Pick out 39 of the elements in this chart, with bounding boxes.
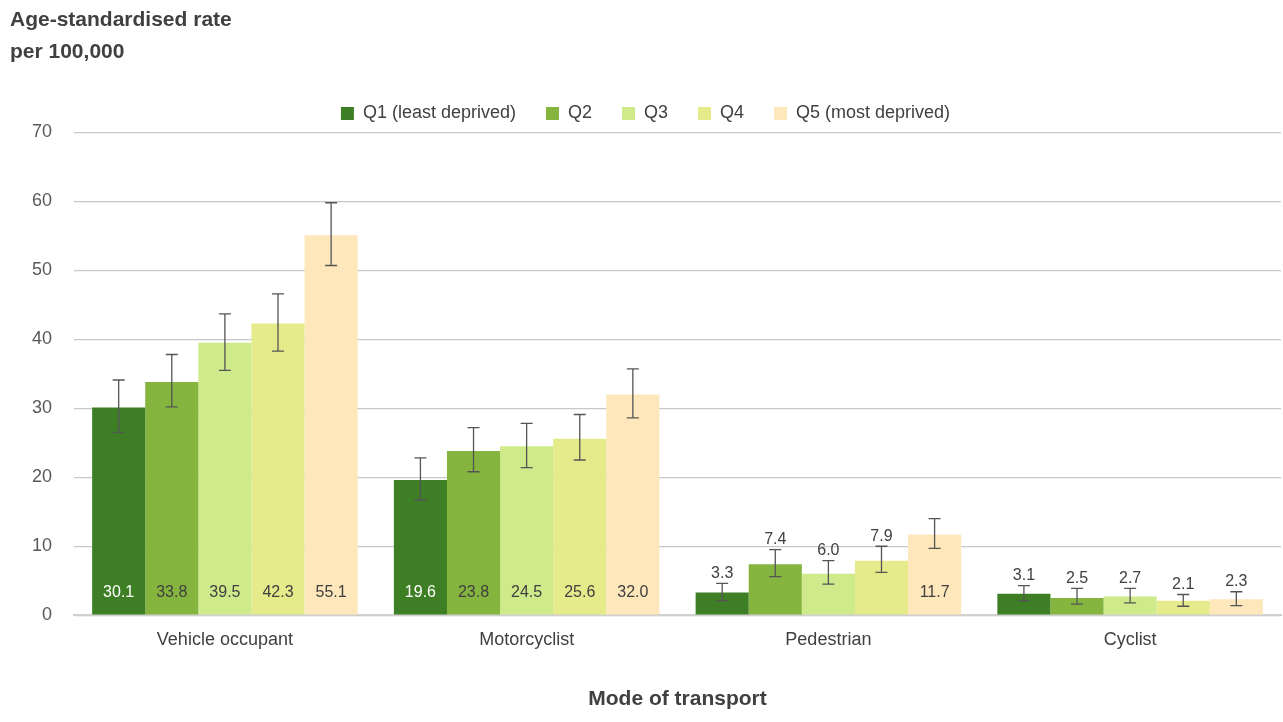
legend-label: Q1 (least deprived)	[362, 102, 516, 123]
data-label: 2.7	[1119, 568, 1142, 586]
legend-label: Q5 (most deprived)	[796, 102, 951, 123]
y-tick-label: 50	[31, 259, 53, 280]
x-tick-label: Pedestrian	[785, 628, 872, 649]
data-label: 19.6	[404, 582, 437, 600]
y-tick-label: 10	[31, 535, 53, 556]
y-tick-label: 0	[42, 604, 53, 625]
y-tick-label: 40	[31, 328, 53, 349]
y-tick-label: 30	[31, 397, 53, 418]
legend-label: Q4	[720, 102, 745, 123]
data-label: 55.1	[315, 582, 347, 600]
legend-label: Q3	[644, 102, 669, 123]
data-label: 30.1	[103, 582, 135, 600]
data-label: 7.9	[870, 526, 893, 544]
x-tick-label: Motorcyclist	[479, 628, 575, 649]
data-label: 11.7	[919, 582, 950, 600]
legend-label: Q2	[567, 102, 593, 123]
data-label: 33.8	[156, 582, 188, 600]
y-axis-title: Age-standardised rate per 100,000	[10, 7, 232, 63]
x-tick-label: Cyclist	[1103, 628, 1157, 649]
x-axis-title: Mode of transport	[588, 686, 767, 710]
data-label: 3.3	[711, 563, 734, 581]
data-label: 24.5	[511, 582, 543, 600]
y-tick-label: 60	[31, 190, 53, 211]
data-label: 2.3	[1225, 572, 1248, 590]
x-tick-label: Vehicle occupant	[156, 628, 293, 649]
data-label: 3.1	[1012, 565, 1036, 583]
data-label: 25.6	[564, 582, 596, 600]
data-label: 39.5	[209, 582, 241, 600]
y-tick-label: 20	[31, 466, 53, 487]
data-label: 42.3	[262, 582, 294, 600]
y-tick-label: 70	[31, 121, 53, 142]
data-label: 7.4	[764, 530, 787, 548]
data-label: 23.8	[457, 582, 490, 600]
data-label: 2.1	[1172, 574, 1195, 592]
data-label: 6.0	[817, 541, 840, 559]
data-label: 2.5	[1065, 568, 1089, 586]
data-label: 32.0	[617, 582, 649, 600]
